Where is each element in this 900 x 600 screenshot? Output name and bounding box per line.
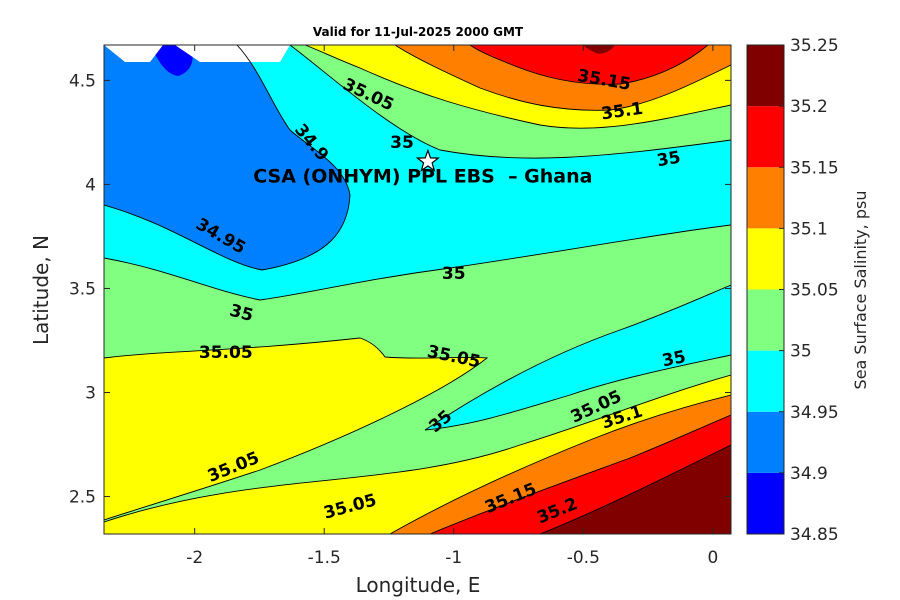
band-34.9-34.95-upper <box>104 45 350 270</box>
colorbar: 34.85 34.9 34.95 35 35.05 35.1 35.15 35.2 35.25 <box>746 36 839 545</box>
colorbar-swatch <box>747 350 784 412</box>
plot-frame <box>103 44 732 535</box>
y-tick-label: 3 <box>85 384 96 404</box>
colorbar-tick-label: 35.15 <box>790 158 839 178</box>
contour-label: 35 <box>655 148 682 172</box>
y-tick-label: 4 <box>85 175 96 195</box>
site-label: CSA (ONHYM) PPL EBS – Ghana <box>253 166 592 188</box>
site-marker-group: CSA (ONHYM) PPL EBS – Ghana <box>253 148 592 188</box>
y-tick-label: 2.5 <box>69 488 96 508</box>
colorbar-swatch <box>747 106 784 168</box>
band-35.15-35.2-upper <box>470 45 708 85</box>
y-tick-label: 4.5 <box>69 71 96 91</box>
colorbar-tick-label: 35.1 <box>790 219 828 239</box>
contour-lines <box>104 45 731 534</box>
chart-title: Valid for 11-Jul-2025 2000 GMT <box>313 25 524 39</box>
x-tick-label: -1.5 <box>308 548 341 568</box>
colorbar-swatch <box>747 472 784 534</box>
band-34.85-34.9-spot <box>150 45 193 76</box>
colorbar-tick-label: 34.85 <box>790 525 839 545</box>
band-35.05-35.1-lower <box>104 338 487 520</box>
band-35.2-35.25-upper <box>583 45 615 54</box>
no-data-region <box>104 45 163 62</box>
colorbar-tick-label: 35.05 <box>790 281 839 301</box>
contour-label: 35 <box>442 264 466 284</box>
x-axis-ticks: -2 -1.5 -1 -0.5 0 <box>186 45 718 568</box>
x-tick-label: -2 <box>186 548 203 568</box>
colorbar-swatch <box>747 45 784 107</box>
colorbar-swatch <box>747 411 784 473</box>
y-axis-label: Latitude, N <box>29 235 53 345</box>
star-icon <box>415 148 440 172</box>
x-tick-label: -0.5 <box>567 548 600 568</box>
contour-label: 35 <box>660 347 687 371</box>
colorbar-swatch <box>747 167 784 229</box>
colorbar-label: Sea Surface Salinity, psu <box>851 191 870 390</box>
no-data-region-2 <box>175 45 290 62</box>
y-axis-ticks: 2.5 3 3.5 4 4.5 <box>69 71 731 508</box>
x-axis-label: Longitude, E <box>356 573 481 597</box>
colorbar-tick-label: 34.9 <box>790 464 828 484</box>
colorbar-tick-label: 34.95 <box>790 403 839 423</box>
colorbar-tick-label: 35 <box>790 342 812 362</box>
contour-label: 35 <box>390 133 414 153</box>
colorbar-tick-label: 35.25 <box>790 36 839 56</box>
band-35.2-35.25-lower <box>540 445 731 534</box>
colorbar-swatch <box>747 289 784 351</box>
y-tick-label: 3.5 <box>69 279 96 299</box>
x-tick-label: -1 <box>445 548 462 568</box>
colorbar-swatch <box>747 228 784 290</box>
x-tick-label: 0 <box>707 548 718 568</box>
colorbar-tick-label: 35.2 <box>790 97 828 117</box>
contour-label: 35.05 <box>199 343 253 363</box>
band-34.95-35-lower <box>425 285 731 430</box>
